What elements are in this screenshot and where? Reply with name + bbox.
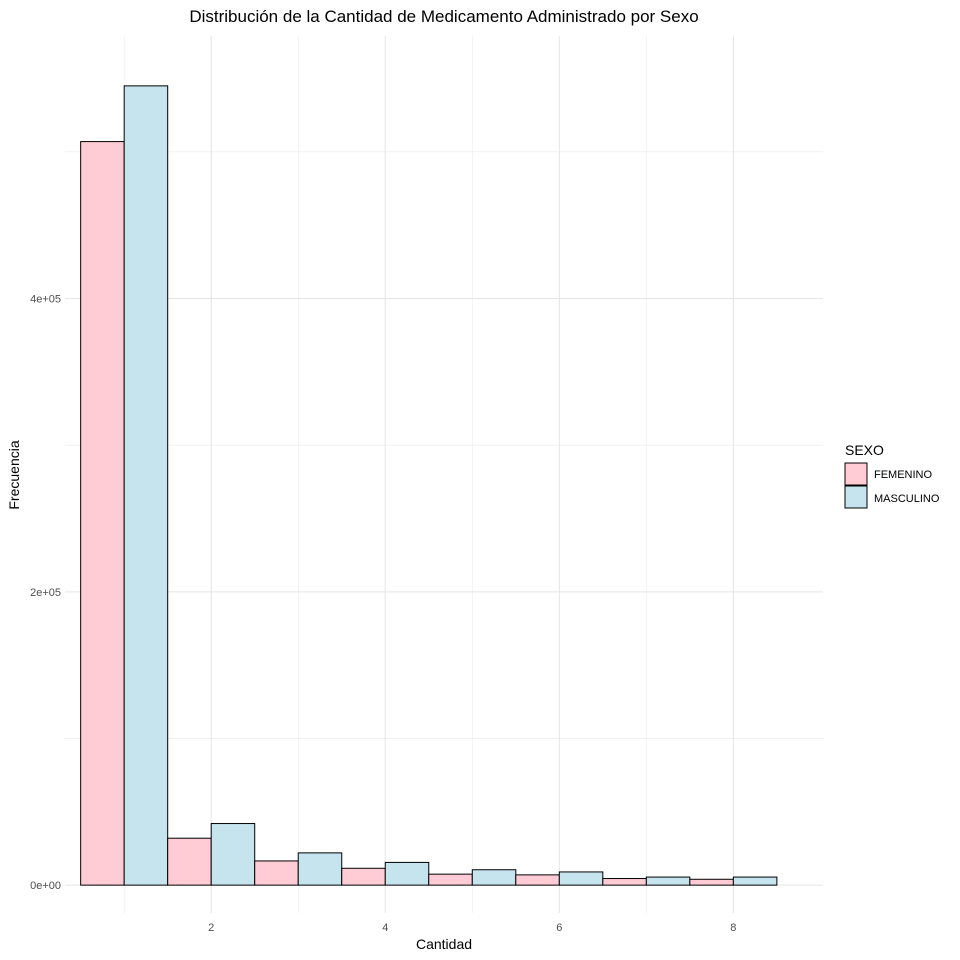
bar-femenino-8 xyxy=(689,878,734,886)
bar-masculino-3 xyxy=(297,852,343,886)
bar-femenino-6 xyxy=(515,874,560,886)
bar-masculino-1 xyxy=(123,85,169,886)
grid xyxy=(65,36,823,913)
chart-title: Distribución de la Cantidad de Medicamen… xyxy=(189,7,698,26)
y-tick-label: 4e+05 xyxy=(30,294,61,306)
y-axis-title: Frecuencia xyxy=(6,440,22,509)
bar-femenino-7 xyxy=(602,878,647,886)
y-tick-label: 0e+00 xyxy=(30,880,61,892)
bar-femenino-4 xyxy=(341,867,386,886)
bar-masculino-2 xyxy=(210,823,256,886)
legend-label-femenino: FEMENINO xyxy=(874,469,933,481)
y-axis-ticks: 0e+00 2e+05 4e+05 xyxy=(30,294,61,893)
y-tick-label: 2e+05 xyxy=(30,587,61,599)
bar-femenino-5 xyxy=(428,873,473,886)
x-axis-title: Cantidad xyxy=(416,936,472,952)
bar-femenino-1 xyxy=(80,141,125,886)
x-tick-label: 2 xyxy=(208,922,214,934)
x-tick-label: 4 xyxy=(382,922,388,934)
x-axis-ticks: 2 4 6 8 xyxy=(208,922,736,934)
bar-masculino-6 xyxy=(558,871,604,886)
legend-label-masculino: MASCULINO xyxy=(874,493,940,505)
legend-key-femenino xyxy=(844,462,868,486)
bar-femenino-3 xyxy=(254,860,299,886)
legend-title: SEXO xyxy=(845,442,884,458)
legend-key-masculino xyxy=(844,485,868,509)
bar-masculino-7 xyxy=(645,876,691,886)
x-tick-label: 8 xyxy=(730,922,736,934)
legend: SEXO FEMENINO MASCULINO xyxy=(844,442,940,509)
bar-masculino-8 xyxy=(732,876,778,886)
bar-femenino-2 xyxy=(167,837,212,886)
bars xyxy=(80,85,778,886)
x-tick-label: 6 xyxy=(556,922,562,934)
bar-masculino-4 xyxy=(384,861,430,886)
bar-masculino-5 xyxy=(471,869,517,886)
